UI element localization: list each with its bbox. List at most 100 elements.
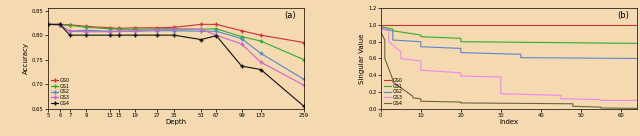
GS3 xyxy=(497,93,504,95)
GS3 xyxy=(238,43,246,45)
GS2 xyxy=(56,24,63,26)
GS0 xyxy=(257,34,264,36)
GS2 xyxy=(170,30,178,32)
GS2 xyxy=(83,29,90,31)
Line: GS4: GS4 xyxy=(46,23,306,108)
GS0 xyxy=(170,27,178,28)
GS4 xyxy=(457,102,465,104)
GS2 xyxy=(417,46,425,48)
GS4 xyxy=(417,100,425,102)
GS0 xyxy=(154,27,161,29)
GS4 xyxy=(417,98,425,100)
Y-axis label: Accuracy: Accuracy xyxy=(23,42,29,75)
GS3 xyxy=(170,28,178,30)
GS2 xyxy=(212,30,220,32)
GS1 xyxy=(238,36,246,37)
GS3 xyxy=(385,30,392,32)
X-axis label: Depth: Depth xyxy=(165,119,187,125)
GS3 xyxy=(115,30,123,32)
GS1 xyxy=(106,28,114,30)
GS1 xyxy=(44,24,52,25)
GS0 xyxy=(106,27,114,29)
GS2 xyxy=(517,53,525,55)
GS2 xyxy=(300,78,308,80)
GS2 xyxy=(417,41,425,43)
GS3 xyxy=(212,34,220,36)
GS1 xyxy=(212,28,220,30)
GS3 xyxy=(417,69,425,71)
GS3 xyxy=(597,100,605,101)
GS4 xyxy=(597,107,605,109)
GS2 xyxy=(457,52,465,53)
GS1 xyxy=(417,34,425,36)
GS1 xyxy=(115,28,123,30)
GS3 xyxy=(300,84,308,86)
GS1 xyxy=(154,28,161,30)
GS0 xyxy=(56,24,63,25)
Line: GS4: GS4 xyxy=(381,32,637,108)
GS3 xyxy=(154,29,161,31)
GS4 xyxy=(106,34,114,36)
GS1 xyxy=(131,28,138,30)
GS3 xyxy=(633,100,640,101)
Line: GS1: GS1 xyxy=(381,27,637,43)
Line: GS0: GS0 xyxy=(46,23,306,44)
GS4 xyxy=(56,24,63,25)
GS4 xyxy=(238,65,246,67)
GS4 xyxy=(300,106,308,107)
GS4 xyxy=(170,34,178,36)
GS1 xyxy=(66,24,74,26)
GS3 xyxy=(197,28,205,30)
GS3 xyxy=(557,98,564,100)
GS1 xyxy=(170,28,178,30)
Line: GS2: GS2 xyxy=(46,23,306,81)
GS3 xyxy=(106,31,114,33)
GS2 xyxy=(66,30,74,32)
GS2 xyxy=(377,27,385,29)
GS0 xyxy=(300,42,308,43)
GS2 xyxy=(633,58,640,59)
GS3 xyxy=(44,24,52,25)
GS3 xyxy=(497,76,504,78)
GS0 xyxy=(66,24,74,26)
Legend: GS0, GS1, GS2, GS3, GS4: GS0, GS1, GS2, GS3, GS4 xyxy=(49,76,72,108)
GS2 xyxy=(457,48,465,49)
GS3 xyxy=(457,75,465,77)
GS1 xyxy=(197,28,205,30)
GS4 xyxy=(409,95,417,97)
GS4 xyxy=(83,34,90,36)
GS4 xyxy=(597,106,605,108)
GS4 xyxy=(115,34,123,36)
Text: (b): (b) xyxy=(617,11,629,20)
GS2 xyxy=(106,30,114,32)
GS2 xyxy=(389,39,397,41)
GS2 xyxy=(115,30,123,32)
Line: GS1: GS1 xyxy=(46,23,306,61)
GS3 xyxy=(66,30,74,32)
GS2 xyxy=(154,30,161,32)
GS1 xyxy=(417,36,425,38)
GS2 xyxy=(238,38,246,39)
GS1 xyxy=(257,40,264,42)
GS0 xyxy=(83,26,90,27)
GS1 xyxy=(56,24,63,26)
GS4 xyxy=(569,103,577,105)
GS2 xyxy=(389,30,397,32)
GS4 xyxy=(197,39,205,40)
GS4 xyxy=(44,24,52,25)
GS0 xyxy=(238,30,246,32)
GS4 xyxy=(154,34,161,36)
GS4 xyxy=(381,58,388,59)
GS4 xyxy=(377,31,385,33)
Line: GS3: GS3 xyxy=(381,29,637,100)
GS3 xyxy=(397,58,404,59)
GS0 xyxy=(212,24,220,25)
GS1 xyxy=(389,28,397,30)
GS2 xyxy=(517,57,525,58)
GS3 xyxy=(557,95,564,96)
GS4 xyxy=(66,34,74,36)
GS4 xyxy=(457,101,465,103)
GS3 xyxy=(397,51,404,53)
Line: GS2: GS2 xyxy=(381,28,637,58)
GS3 xyxy=(597,99,605,100)
